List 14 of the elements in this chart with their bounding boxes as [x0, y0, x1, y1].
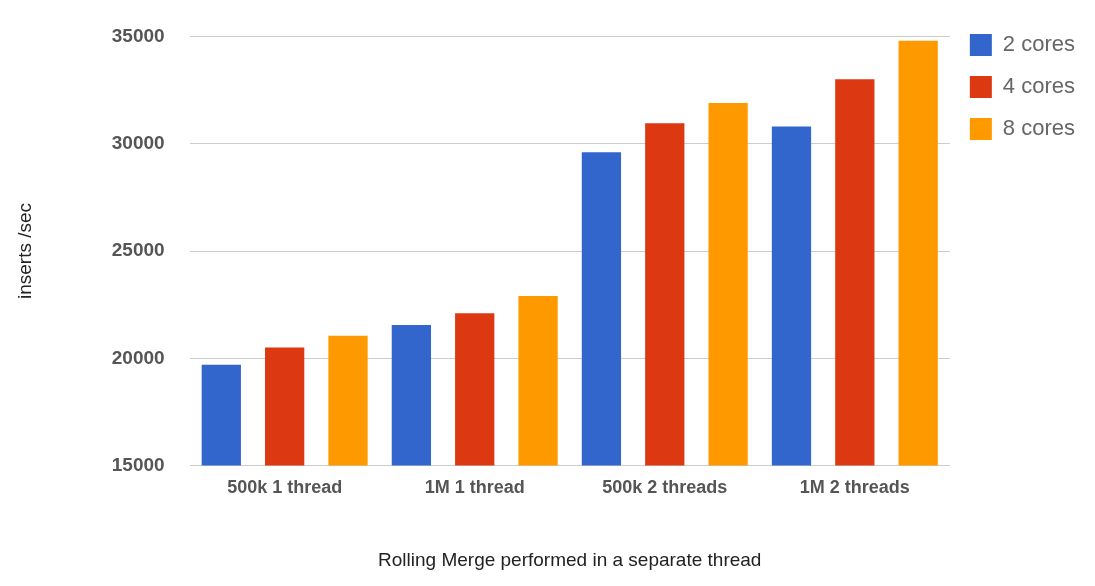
y-tick-label: 20000 — [111, 346, 165, 368]
y-axis-title: inserts /sec — [13, 202, 35, 300]
y-tick-label: 35000 — [111, 24, 165, 46]
legend-label: 2 cores — [1002, 31, 1076, 57]
legend-label: 8 cores — [1002, 115, 1076, 141]
y-tick-label: 25000 — [111, 239, 165, 261]
x-tick-label: 500k 2 threads — [602, 477, 728, 498]
legend-label: 4 cores — [1002, 73, 1076, 99]
x-tick-label: 500k 1 thread — [227, 477, 343, 498]
y-tick-label: 30000 — [111, 131, 165, 153]
x-axis-title: Rolling Merge performed in a separate thread — [378, 548, 762, 570]
y-tick-label: 15000 — [111, 453, 165, 475]
x-tick-label: 1M 2 threads — [799, 477, 910, 498]
x-tick-label: 1M 1 thread — [424, 477, 525, 498]
